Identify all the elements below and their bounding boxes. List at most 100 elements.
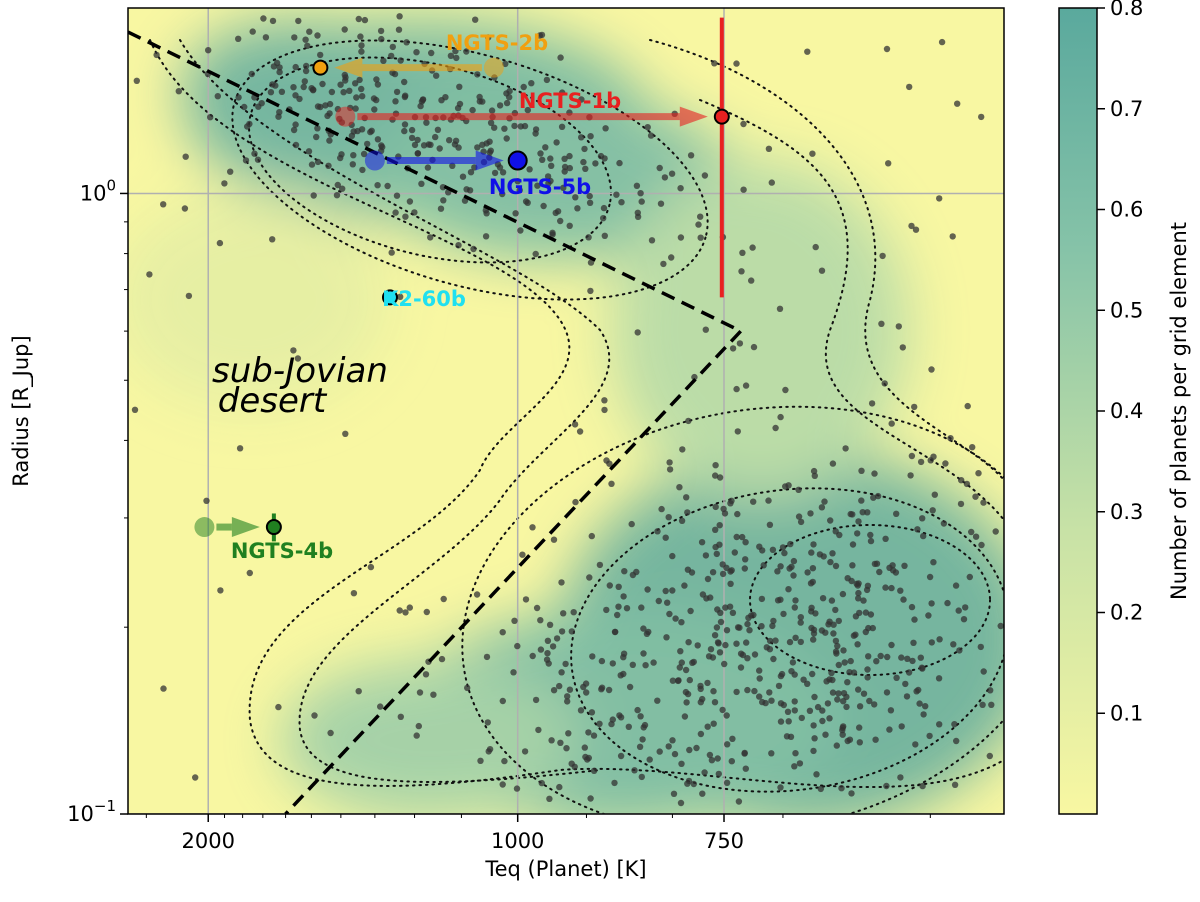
scatter-point — [824, 700, 832, 707]
scatter-point — [810, 747, 817, 755]
scatter-point — [819, 595, 827, 602]
scatter-point — [949, 233, 956, 240]
scatter-point — [640, 625, 647, 632]
scatter-point — [306, 28, 313, 35]
scatter-point — [679, 446, 686, 453]
scatter-point — [513, 785, 521, 792]
scatter-point — [308, 85, 315, 92]
scatter-point — [572, 498, 579, 506]
planet-arrow-head — [231, 517, 260, 538]
scatter-point — [741, 750, 748, 757]
scatter-point — [355, 15, 362, 23]
colorbar-tick-label: 0.1 — [1110, 701, 1143, 725]
scatter-point — [402, 609, 409, 616]
scatter-point — [678, 659, 685, 666]
scatter-point — [727, 580, 734, 587]
density-blob — [280, 660, 580, 814]
colorbar-tick-label: 0.7 — [1110, 97, 1143, 121]
scatter-point — [685, 417, 692, 425]
scatter-point — [716, 649, 724, 656]
scatter-point — [729, 735, 736, 742]
scatter-point — [978, 541, 985, 549]
scatter-point — [389, 43, 396, 51]
scatter-point — [160, 685, 167, 692]
scatter-point — [950, 641, 957, 648]
scatter-point — [768, 179, 775, 186]
scatter-point — [876, 568, 883, 576]
scatter-point — [550, 687, 558, 694]
scatter-point — [346, 87, 353, 95]
scatter-point — [734, 510, 741, 518]
colorbar-tick-label: 0.6 — [1110, 198, 1143, 222]
scatter-point — [506, 87, 513, 95]
scatter-point — [712, 526, 719, 533]
scatter-point — [348, 132, 356, 139]
scatter-point — [733, 533, 740, 541]
scatter-point — [960, 616, 968, 623]
planet-ngts-1b: NGTS-1b — [335, 17, 730, 298]
scatter-point — [625, 723, 632, 730]
scatter-point — [852, 613, 860, 620]
planet-ngts-2b: NGTS-2b — [312, 31, 548, 78]
scatter-point — [548, 162, 555, 169]
scatter-point — [439, 184, 447, 191]
colorbar-tick-label: 0.5 — [1110, 298, 1143, 322]
scatter-point — [697, 699, 704, 706]
scatter-point — [874, 492, 882, 500]
scatter-point — [608, 480, 615, 487]
planet-marker — [713, 108, 730, 125]
scatter-point — [133, 77, 140, 85]
scatter-point — [561, 155, 568, 162]
scatter-point — [452, 137, 460, 144]
scatter-point — [359, 166, 366, 174]
scatter-point — [751, 651, 759, 658]
scatter-point — [414, 150, 422, 157]
scatter-point — [403, 39, 410, 46]
scatter-point — [856, 724, 863, 731]
scatter-point — [598, 657, 606, 665]
scatter-point — [951, 781, 959, 788]
scatter-point — [566, 164, 573, 172]
scatter-point — [926, 573, 934, 581]
scatter-point — [354, 127, 361, 135]
scatter-point — [393, 192, 401, 199]
scatter-point — [790, 572, 797, 579]
scatter-point — [267, 89, 275, 96]
scatter-point — [940, 520, 948, 527]
scatter-point — [980, 499, 987, 506]
scatter-point — [669, 552, 676, 560]
scatter-point — [843, 703, 850, 711]
scatter-point — [590, 732, 598, 739]
scatter-point — [666, 610, 673, 618]
scatter-point — [342, 77, 349, 84]
scatter-point — [455, 242, 462, 249]
scatter-point — [856, 703, 864, 710]
scatter-point — [792, 750, 799, 757]
scatter-point — [296, 95, 303, 103]
scatter-point — [820, 553, 827, 560]
scatter-point — [729, 345, 737, 352]
density-blob — [610, 160, 910, 500]
scatter-point — [353, 94, 360, 101]
scatter-point — [290, 84, 297, 91]
scatter-point — [712, 503, 719, 511]
scatter-point — [829, 460, 837, 467]
scatter-point — [915, 686, 922, 694]
scatter-point — [360, 150, 368, 158]
scatter-point — [702, 552, 710, 559]
scatter-point — [606, 460, 613, 467]
scatter-point — [623, 605, 631, 612]
scatter-point — [701, 769, 708, 776]
scatter-point — [616, 159, 623, 167]
scatter-point — [574, 205, 581, 212]
scatter-point — [557, 739, 564, 746]
scatter-point — [453, 54, 460, 62]
scatter-point — [846, 736, 854, 743]
scatter-point — [549, 643, 557, 650]
scatter-point — [886, 726, 893, 733]
scatter-point — [643, 630, 651, 637]
scatter-point — [785, 586, 792, 593]
scatter-point — [556, 682, 563, 690]
y-axis-label: Radius [R_Jup] — [9, 335, 34, 486]
scatter-point — [777, 718, 785, 725]
